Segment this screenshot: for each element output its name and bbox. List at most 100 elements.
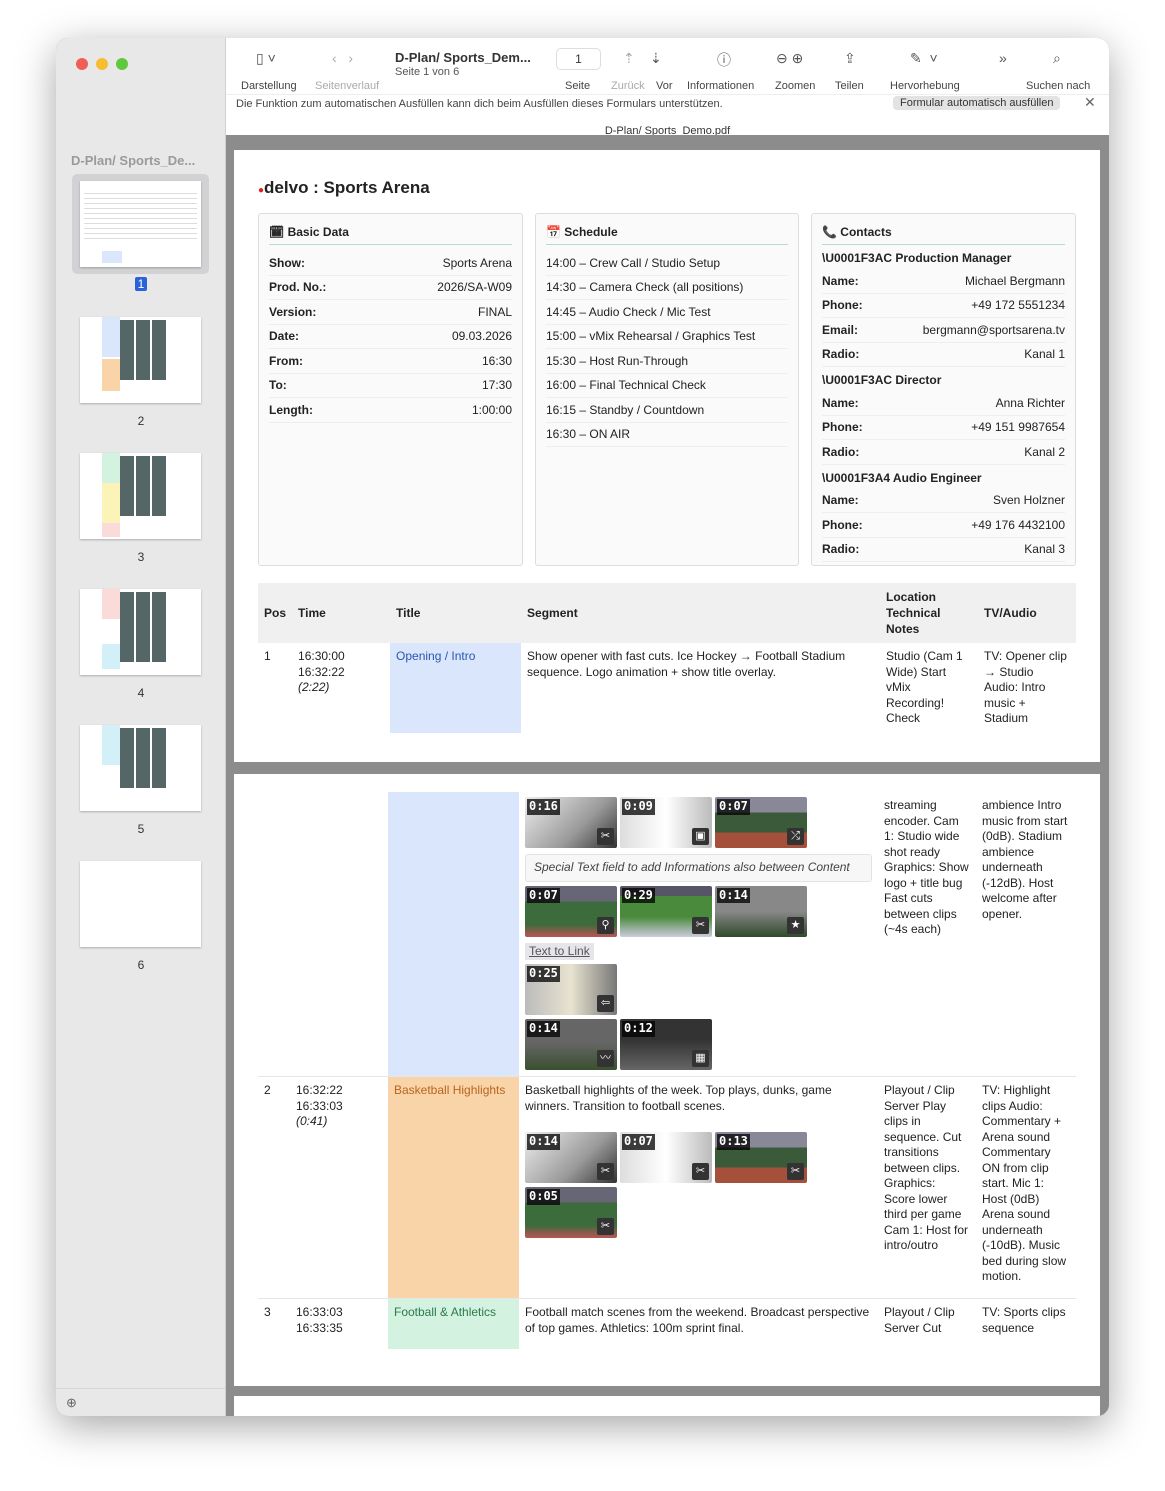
video-clip-thumbnail[interactable]: 0:14 ★ [715, 885, 807, 937]
contact-role: \U0001F3A4 Audio Engineer [822, 470, 982, 485]
clip-type-icon: ⚲ [597, 916, 614, 934]
video-clip-thumbnail[interactable]: 0:05 ✂ [525, 1187, 617, 1238]
row-title: Basketball Highlights [388, 1076, 519, 1299]
field-row: Length: 1:00:00 [269, 398, 512, 423]
clip-duration: 0:07 [622, 1134, 655, 1150]
field-value: 16:30 [481, 353, 512, 368]
special-text-field[interactable]: Special Text field to add Informations a… [525, 854, 872, 882]
table-row[interactable]: 0:16 ✂ 0:09 ▣ 0:07 ⤮ Special Text field to add… [258, 792, 1076, 1077]
zoom-icons[interactable]: ⊖ ⊕ [776, 50, 804, 66]
row-title: Opening / Intro [390, 643, 522, 733]
page-number-6: 6 [137, 958, 145, 972]
rundown-table-p1: Pos Time Title Segment Location Technica… [258, 583, 1076, 733]
page-thumbnail-6[interactable] [80, 861, 201, 947]
page-number-3: 3 [137, 550, 145, 564]
row-tv-audio-cont: ambience Intro music from start (0dB). S… [982, 798, 1068, 921]
page-up-icon[interactable]: ⇡ [623, 50, 635, 66]
page-thumbnail-5[interactable] [80, 725, 201, 811]
field-label: Radio: [822, 542, 860, 557]
field-value: FINAL [477, 304, 512, 319]
field-value: 09.03.2026 [451, 329, 512, 344]
table-row[interactable]: 3 16:33:03 16:33:35 Football & Athletics … [258, 1298, 1076, 1349]
page-thumbnail-1[interactable] [80, 181, 201, 267]
row-tv-audio: TV: Sports clips sequence [982, 1305, 1066, 1335]
header-title: Title [390, 583, 522, 643]
pdf-page-2: 0:16 ✂ 0:09 ▣ 0:07 ⤮ Special Text field to add… [234, 774, 1100, 1386]
page-number-input[interactable]: 1 [556, 48, 601, 70]
field-label: Date: [269, 329, 300, 344]
clip-type-icon: ✂ [597, 828, 614, 845]
table-row[interactable]: 2 16:32:22 16:33:03 (0:41) Basketball High… [258, 1076, 1076, 1299]
schedule-item: 15:30 – Host Run-Through [546, 349, 788, 374]
video-clip-thumbnail[interactable]: 0:25 ⇦ [525, 964, 617, 1015]
add-icon[interactable]: ⊕ [66, 1395, 77, 1410]
page-thumbnail-3[interactable] [80, 453, 201, 539]
header-location: Location Technical Notes [880, 583, 979, 643]
more-tools-icon[interactable]: » [999, 50, 1007, 66]
video-clip-thumbnail[interactable]: 0:14 ✂ [525, 1132, 617, 1183]
history-arrows-icon[interactable]: ‹ › [332, 50, 353, 66]
field-value: Michael Bergmann [964, 273, 1065, 288]
page-down-icon[interactable]: ⇣ [650, 50, 662, 66]
field-label: Phone: [822, 420, 863, 435]
field-row: Phone: +49 151 9987654 [822, 416, 1065, 440]
video-clip-thumbnail[interactable]: 0:12 ▦ [620, 1019, 712, 1070]
video-clip-thumbnail[interactable]: 0:07 ⤮ [715, 797, 807, 848]
page-thumbnail-2[interactable] [80, 317, 201, 403]
page-thumbnail-4[interactable] [80, 589, 201, 675]
close-banner-icon[interactable]: ✕ [1084, 94, 1096, 110]
minimize-window-button[interactable] [96, 58, 108, 70]
field-label: Radio: [822, 444, 860, 459]
logo-icon: ● [258, 185, 265, 196]
clip-type-icon: ✂ [597, 1163, 614, 1180]
basic-data-heading: Basic Data [287, 225, 349, 239]
search-label: Suchen nach [1026, 80, 1091, 92]
table-row[interactable]: 1 16:30:00 16:32:22 (2:22) Opening / Intro… [258, 643, 1076, 733]
contact-role: \U0001F3AC Director [822, 373, 942, 387]
schedule-item: 14:30 – Camera Check (all positions) [546, 276, 788, 300]
field-value: Sven Holzner [992, 493, 1065, 508]
text-link[interactable]: Text to Link [525, 942, 594, 960]
clip-duration: 0:29 [622, 887, 655, 903]
field-value: 17:30 [481, 378, 512, 393]
video-clip-thumbnail[interactable]: 0:07 ✂ [620, 1132, 712, 1183]
video-clip-thumbnail[interactable]: 0:09 ▣ [620, 797, 712, 848]
zoom-window-button[interactable] [116, 58, 128, 70]
highlight-pen-icon[interactable]: ✎ ˅ [910, 50, 938, 66]
field-value: +49 151 9987654 [971, 420, 1065, 435]
video-clip-thumbnail[interactable]: 0:07 ⚲ [525, 885, 617, 937]
field-label: Show: [269, 255, 305, 270]
contact-role: \U0001F3AC Production Manager [822, 251, 1012, 265]
pdf-page-3 [234, 1396, 1100, 1416]
autofill-button[interactable]: Formular automatisch ausfüllen [893, 96, 1061, 110]
field-value: 1:00:00 [471, 402, 512, 417]
clip-duration: 0:07 [717, 799, 750, 815]
clip-duration: 0:13 [717, 1134, 750, 1150]
field-row: Radio: Kanal 2 [822, 440, 1065, 465]
sidebar-toggle-icon[interactable]: ▯ ˅ [256, 50, 276, 66]
clip-duration: 0:14 [527, 1134, 560, 1150]
search-icon[interactable]: ⌕ [1053, 50, 1061, 66]
row-time: 16:30:00 16:32:22 (2:22) [298, 649, 345, 694]
clip-duration: 0:14 [527, 1021, 560, 1037]
info-icon[interactable]: ⓘ [717, 52, 731, 68]
clip-type-icon: ✂ [597, 1218, 614, 1235]
field-label: Phone: [822, 517, 863, 532]
clip-type-icon: ✂ [692, 1163, 709, 1180]
row-segment: Basketball highlights of the week. Top p… [519, 1077, 878, 1299]
field-label: From: [269, 353, 303, 368]
field-value: Kanal 2 [1024, 444, 1065, 459]
calendar-date-icon: 📅 [546, 225, 561, 239]
clip-duration: 0:25 [527, 966, 560, 982]
contacts-card: 📞 Contacts \U0001F3AC Production Manager… [811, 213, 1076, 566]
video-clip-thumbnail[interactable]: 0:13 ✂ [715, 1132, 807, 1183]
preview-window: D-Plan/ Sports_De... 1 2 3 4 5 6 ⊕ ▯ ˅ D… [56, 38, 1109, 1416]
video-clip-thumbnail[interactable]: 0:16 ✂ [525, 797, 617, 848]
close-window-button[interactable] [76, 58, 88, 70]
field-row: From: 16:30 [269, 349, 512, 374]
schedule-item: 16:15 – Standby / Countdown [546, 398, 788, 423]
document-view[interactable]: ●delvo : Sports Arena 🗓 Basic Data Show:… [226, 135, 1109, 1416]
video-clip-thumbnail[interactable]: 0:14 〰 [525, 1019, 617, 1070]
video-clip-thumbnail[interactable]: 0:29 ✂ [620, 885, 712, 937]
share-icon[interactable]: ⇪ [844, 50, 856, 66]
